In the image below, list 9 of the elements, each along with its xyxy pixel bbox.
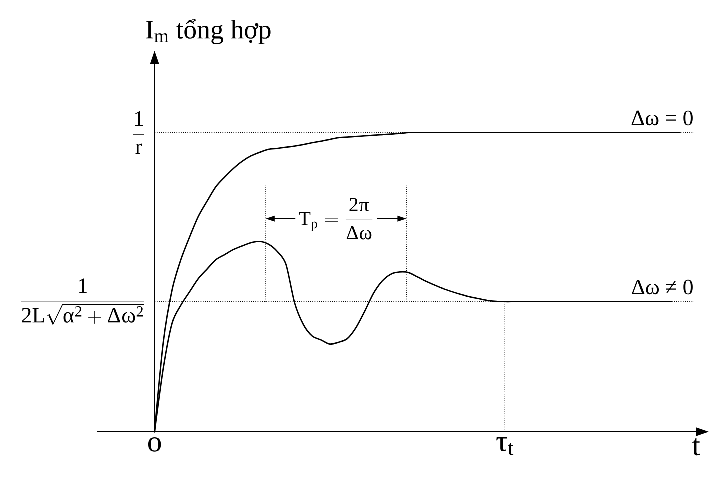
y-axis-title: I$_{m}$ tổng hợp xyxy=(146,19,271,44)
series-label: Δω = 0 xyxy=(632,110,693,126)
ref-line-label: $\frac{1}{2L\sqrt{\alpha^2+\Delta\omega^2}}$ xyxy=(21,278,144,325)
x-tick-label: o xyxy=(148,438,162,452)
series-label: Δω ≠ 0 xyxy=(632,280,693,295)
ref-line-label: $\frac{1}{r}$ xyxy=(133,111,144,154)
annotation: $T_p = \frac{2\pi}{\Delta\omega}$ xyxy=(299,198,373,240)
x-tick-label: τ$_{t}$ xyxy=(496,438,514,456)
x-axis-title: t xyxy=(692,438,700,456)
